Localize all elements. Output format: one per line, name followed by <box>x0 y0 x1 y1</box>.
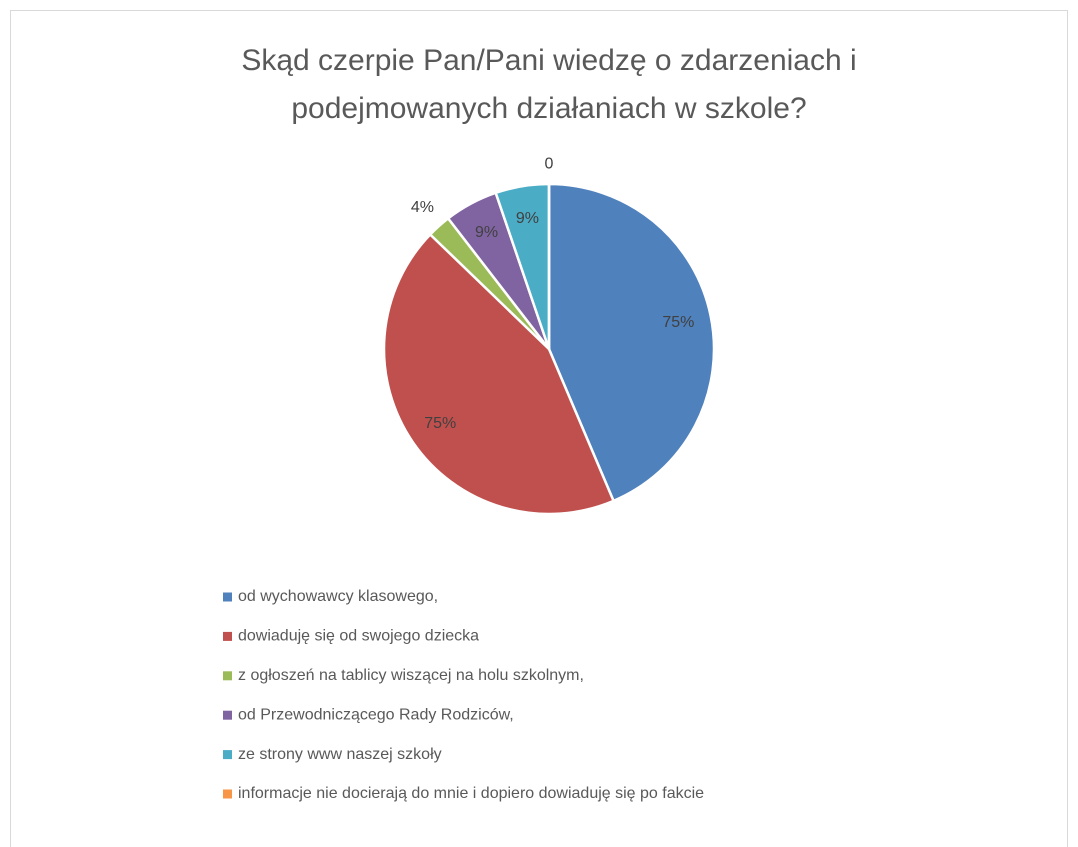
legend-label: od Przewodniczącego Rady Rodziców, <box>238 706 514 723</box>
legend-label: dowiaduję się od swojego dziecka <box>238 628 479 645</box>
legend-label: z ogłoszeń na tablicy wiszącej na holu s… <box>238 667 584 684</box>
data-label: 9% <box>516 210 539 227</box>
legend-marker <box>223 710 232 720</box>
data-label: 75% <box>424 415 456 432</box>
data-label: 9% <box>475 224 498 241</box>
legend-label: od wychowawcy klasowego, <box>238 588 438 605</box>
data-label: 4% <box>411 199 434 216</box>
legend-label: informacje nie docierają do mnie i dopie… <box>238 785 704 802</box>
legend-marker <box>223 789 232 799</box>
legend-marker <box>223 750 232 760</box>
chart-title: podejmowanych działaniach w szkole? <box>291 92 806 125</box>
data-label: 75% <box>662 314 694 331</box>
pie-slice <box>382 233 615 516</box>
legend-label: ze strony www naszej szkoły <box>238 746 442 763</box>
pie-slice <box>547 182 716 503</box>
chart-title: Skąd czerpie Pan/Pani wiedzę o zdarzenia… <box>241 44 856 77</box>
data-label: 0 <box>545 155 554 172</box>
legend-marker <box>223 671 232 681</box>
legend-marker <box>223 592 232 602</box>
legend-marker <box>223 631 232 641</box>
